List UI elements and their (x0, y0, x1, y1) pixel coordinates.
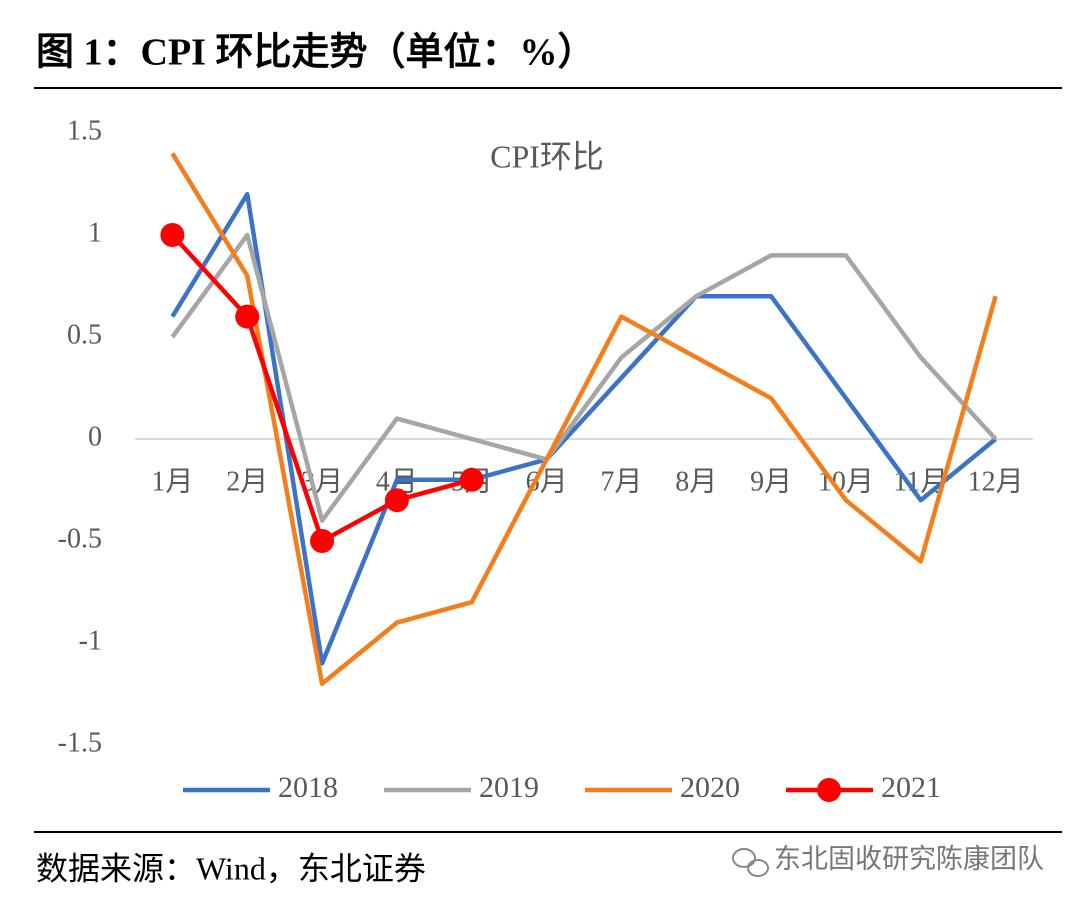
legend-marker (817, 778, 841, 802)
series-line (170, 152, 998, 687)
legend-label: 2021 (881, 771, 941, 804)
header-title: 图 1：CPI 环比走势（单位：%） (36, 32, 595, 74)
x-tick-label: 12月 (968, 466, 1024, 497)
wechat-icon (732, 848, 769, 877)
y-tick-label: -1.5 (58, 727, 102, 758)
x-tick-label: 8月 (675, 466, 717, 497)
chart-title: CPI环比 (490, 138, 604, 174)
footer-source: 数据来源：Wind，东北证券 (36, 850, 426, 886)
watermark: 东北固收研究陈康团队 (774, 844, 1044, 874)
x-tick-label: 2月 (226, 466, 268, 497)
series-marker (310, 529, 335, 553)
y-tick-label: -0.5 (58, 523, 102, 554)
series-marker (384, 488, 409, 513)
x-tick-label: 7月 (600, 466, 642, 497)
y-tick-label: 0.5 (67, 319, 102, 350)
series-line (170, 232, 998, 523)
y-tick-label: 0 (88, 421, 102, 452)
legend-label: 2020 (680, 771, 740, 804)
x-tick-label: 1月 (151, 466, 193, 497)
series-marker (160, 223, 185, 247)
y-tick-label: 1.5 (67, 115, 102, 146)
legend-label: 2019 (479, 771, 539, 804)
legend-label: 2018 (278, 771, 338, 804)
series-marker (235, 304, 260, 329)
series-marker (459, 467, 484, 492)
x-tick-label: 9月 (750, 466, 792, 497)
x-tick-label: 6月 (526, 466, 568, 497)
y-tick-label: -1 (79, 625, 102, 656)
y-tick-label: 1 (88, 217, 102, 248)
series-line (170, 191, 998, 666)
